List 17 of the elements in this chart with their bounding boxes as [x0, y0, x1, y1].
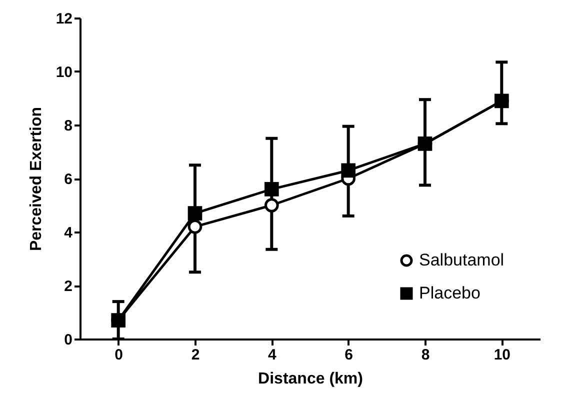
- y-tick-label: 10: [56, 64, 72, 81]
- y-tick-label: 8: [64, 118, 72, 134]
- y-tick-label: 4: [64, 224, 74, 242]
- y-tick-label: 2: [64, 278, 72, 295]
- x-tick-label: 10: [494, 346, 511, 364]
- x-tick-label: 8: [421, 346, 430, 364]
- legend-label: Salbutamol: [419, 250, 504, 270]
- x-tick-label: 0: [114, 346, 124, 364]
- x-tick-label: 2: [191, 346, 200, 364]
- legend-label: Placebo: [419, 284, 480, 302]
- y-axis-title: Perceived Exertion: [28, 106, 45, 252]
- y-tick-label: 6: [64, 171, 72, 188]
- y-tick-label: 12: [56, 10, 72, 28]
- y-tick-label: 0: [64, 332, 72, 348]
- x-tick-label: 6: [344, 346, 354, 364]
- x-axis-title: Distance (km): [258, 370, 363, 388]
- x-tick-label: 4: [268, 346, 277, 364]
